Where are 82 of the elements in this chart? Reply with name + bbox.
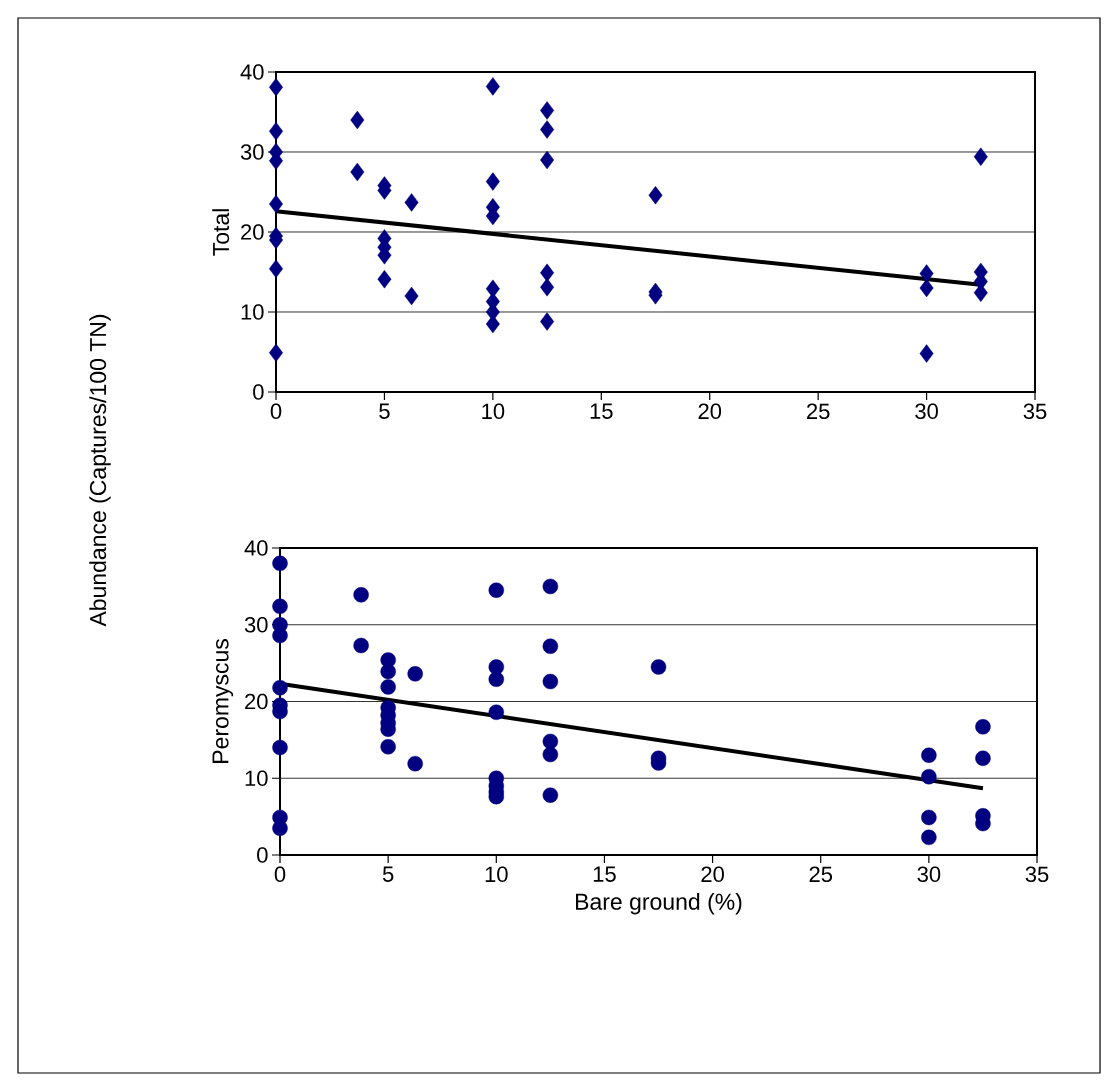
point: [542, 746, 559, 763]
point: [921, 747, 937, 763]
x-tick-label: 0: [274, 866, 286, 883]
x-tick-label: 10: [485, 866, 508, 883]
point: [540, 101, 555, 120]
text: Abundance (Captures/100 TN): [89, 314, 111, 627]
x-tick-label: 30: [915, 403, 938, 420]
x-tick-label: 30: [917, 866, 941, 883]
y-tick-label: 0: [253, 384, 264, 400]
point: [272, 679, 288, 696]
point: [485, 77, 500, 96]
x-tick-label: 35: [1025, 866, 1049, 883]
point: [353, 637, 369, 654]
point: [272, 739, 288, 756]
point: [921, 809, 937, 826]
point: [540, 150, 555, 170]
point: [540, 120, 555, 139]
y-axis-title: Peromyscus: [212, 639, 234, 763]
x-tick-label: 20: [698, 403, 722, 420]
x-tick-label: 5: [382, 866, 394, 882]
point: [921, 769, 937, 785]
point: [404, 286, 419, 306]
y-tick-label: 10: [245, 770, 268, 787]
point: [407, 755, 423, 772]
point: [272, 598, 288, 615]
y-tick-label: 30: [240, 144, 264, 160]
y-tick-label: 20: [241, 224, 264, 240]
y-tick-label: 0: [257, 847, 268, 863]
x-tick-label: 20: [701, 866, 724, 883]
x-tick-label: 25: [809, 866, 833, 883]
point: [921, 829, 937, 846]
point: [919, 344, 934, 363]
point: [542, 673, 559, 690]
point: [269, 121, 283, 141]
point: [272, 820, 288, 836]
point: [350, 162, 365, 182]
point: [488, 671, 504, 687]
y-tick-label: 20: [245, 693, 268, 710]
point: [350, 110, 365, 130]
point: [650, 659, 667, 675]
point: [919, 278, 934, 298]
point: [919, 264, 934, 283]
point: [542, 638, 559, 654]
point: [407, 666, 423, 682]
y-tick-label: 40: [244, 540, 268, 556]
point: [485, 172, 500, 191]
point: [269, 343, 283, 362]
y-tick-label: 10: [241, 304, 264, 320]
point: [380, 663, 396, 680]
point: [269, 259, 283, 278]
x-axis-title: Bare ground (%): [576, 892, 742, 915]
point: [353, 587, 369, 603]
point: [272, 555, 288, 572]
point: [542, 733, 559, 750]
y-tick-label: 40: [240, 64, 264, 80]
point: [540, 312, 555, 331]
point: [973, 147, 988, 166]
x-tick-label: 10: [482, 403, 505, 420]
point: [269, 194, 283, 214]
x-tick-label: 0: [270, 403, 282, 420]
point: [485, 314, 500, 334]
point: [975, 750, 991, 766]
x-tick-label: 35: [1023, 403, 1047, 420]
point: [542, 787, 559, 803]
x-tick-label: 25: [807, 403, 830, 420]
x-tick-label: 15: [593, 866, 616, 882]
point: [540, 277, 555, 297]
point: [488, 704, 504, 720]
x-tick-label: 5: [379, 403, 390, 419]
point: [380, 679, 396, 695]
point: [269, 77, 283, 97]
point: [975, 719, 991, 735]
point: [648, 186, 663, 205]
point: [540, 263, 555, 282]
y-axis-title: Total: [212, 209, 230, 256]
x-tick-label: 15: [590, 403, 613, 419]
point: [542, 578, 559, 595]
y-tick-label: 30: [244, 616, 268, 633]
point: [380, 739, 396, 755]
point: [404, 193, 419, 212]
point: [377, 270, 392, 289]
point: [488, 582, 504, 598]
